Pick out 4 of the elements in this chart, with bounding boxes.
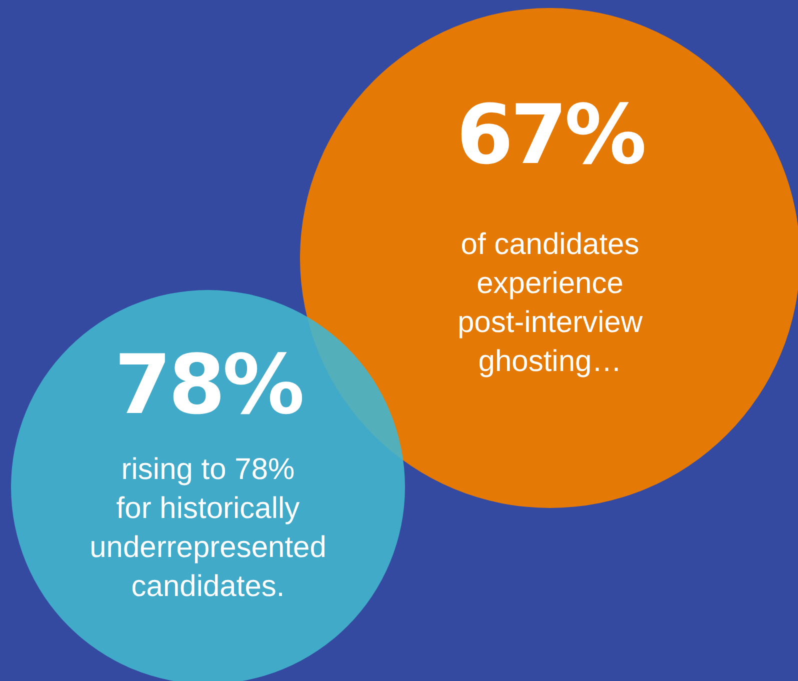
category-label: rising to 78% for historically underrepresented candidates. [88,452,328,605]
data-label: 67% [455,88,645,183]
data-label: 78% [113,338,303,433]
category-label: of candidates experience post-interview ghosting… [456,227,644,380]
